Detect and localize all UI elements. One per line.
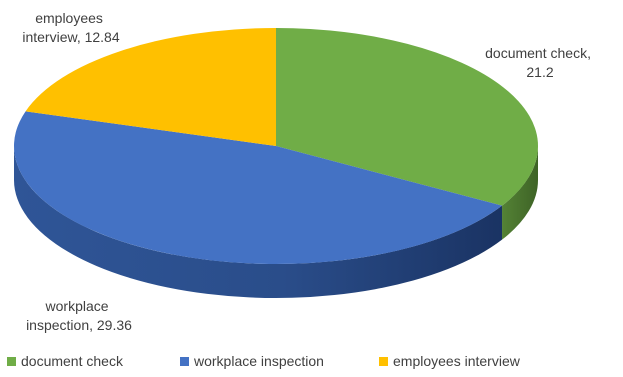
legend-swatch-document-check bbox=[7, 357, 16, 366]
legend-label-document-check: document check bbox=[21, 353, 124, 369]
pie-slice-employees-interview[interactable] bbox=[25, 28, 276, 146]
legend-label-workplace-inspection: workplace inspection bbox=[193, 353, 324, 369]
pie-side-workplace-inspection bbox=[14, 146, 503, 298]
pie-side-document-check bbox=[502, 146, 538, 240]
pie-slice-document-check[interactable] bbox=[276, 28, 538, 206]
data-label-employees-interview: employees interview, 12.84 bbox=[22, 10, 119, 45]
pie-slice-workplace-inspection[interactable] bbox=[14, 111, 503, 264]
data-label-workplace-inspection-line-1: workplace bbox=[45, 298, 109, 314]
pie-sides bbox=[14, 146, 538, 298]
legend-item-workplace-inspection[interactable]: workplace inspection bbox=[180, 353, 324, 369]
data-label-workplace-inspection-line-2: inspection, 29.36 bbox=[26, 317, 132, 333]
legend-label-employees-interview: employees interview bbox=[393, 353, 521, 369]
data-label-document-check: document check, 21.2 bbox=[485, 45, 595, 80]
legend: document check workplace inspection empl… bbox=[7, 353, 521, 369]
data-label-document-check-line-1: document check, bbox=[485, 45, 591, 61]
legend-item-employees-interview[interactable]: employees interview bbox=[379, 353, 521, 369]
legend-swatch-workplace-inspection bbox=[180, 357, 189, 366]
legend-swatch-employees-interview bbox=[379, 357, 388, 366]
data-label-workplace-inspection: workplace inspection, 29.36 bbox=[26, 298, 132, 333]
data-label-document-check-line-2: 21.2 bbox=[526, 64, 553, 80]
pie-tops bbox=[14, 28, 538, 264]
legend-item-document-check[interactable]: document check bbox=[7, 353, 124, 369]
data-labels: document check, 21.2 workplace inspectio… bbox=[22, 10, 595, 333]
data-label-employees-interview-line-1: employees bbox=[35, 10, 103, 26]
data-label-employees-interview-line-2: interview, 12.84 bbox=[22, 29, 119, 45]
